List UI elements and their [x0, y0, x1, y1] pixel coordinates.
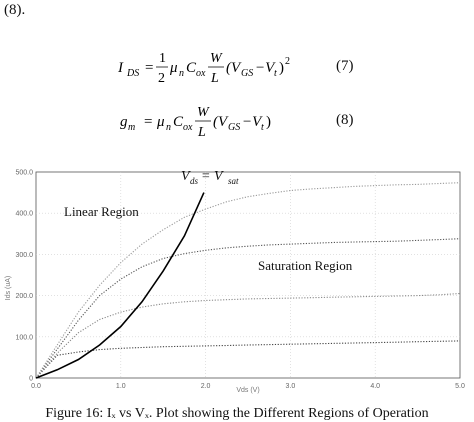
- series-lines: [35, 182, 461, 379]
- equation-7: I DS = 1 2 μ n C ox W L (V GS −V t ) 2 (…: [0, 40, 474, 90]
- reference-text: (8).: [4, 2, 26, 18]
- eq8-mu-sub: n: [166, 122, 171, 133]
- eq7-mu: μ: [169, 60, 178, 76]
- equation-7-formula: I DS = 1 2 μ n C ox W L (V GS −V t ) 2: [117, 51, 290, 86]
- boundary-label: V ds = V sat: [181, 169, 239, 186]
- eq8-cap-sub: ox: [183, 122, 193, 133]
- equation-8-number: (8): [336, 112, 354, 128]
- y-tick-label: 500.0: [15, 170, 33, 177]
- boundary-label-ds: ds: [190, 176, 199, 186]
- x-tick-label: 4.0: [370, 383, 380, 390]
- x-tick-label: 3.0: [286, 383, 296, 390]
- boundary-label-sat: sat: [228, 176, 239, 186]
- eq7-open: (V: [226, 60, 242, 76]
- vsat-boundary-line: [35, 192, 205, 379]
- figure-16: 0.0 1.0 2.0 3.0 4.0 5.0 0 100.0 200.0 300.0 400.0 5…: [0, 160, 474, 422]
- eq7-lhs: I: [117, 60, 124, 76]
- eq8-open: (V: [213, 114, 229, 130]
- x-tick-label: 0.0: [31, 383, 41, 390]
- eq8-vgs-sub: GS: [228, 122, 240, 133]
- iv-series-line-1: [35, 340, 461, 379]
- eq7-cap: C: [186, 60, 197, 76]
- x-tick-label: 2.0: [201, 383, 211, 390]
- eq8-mu: μ: [156, 114, 165, 130]
- saturation-region-label: Saturation Region: [258, 258, 353, 273]
- boundary-curve: [35, 192, 205, 379]
- grid: [36, 172, 460, 378]
- equation-8: g m = μ n C ox W L (V GS −V t ) (8): [0, 100, 474, 150]
- eq7-cap-sub: ox: [196, 68, 206, 79]
- eq8-cap: C: [173, 114, 184, 130]
- y-axis-label: Ids (uA): [5, 276, 12, 301]
- eq7-ratio-den: L: [210, 71, 219, 86]
- eq7-coef-num: 1: [159, 51, 166, 66]
- figure-caption: Figure 16: Iₓ vs Vₓ. Plot showing the Di…: [45, 406, 429, 421]
- eq7-lhs-sub: DS: [126, 68, 139, 79]
- iv-series-line-3: [35, 238, 461, 379]
- eq7-minus-vt: −V: [255, 60, 276, 76]
- x-axis-label: Vds (V): [236, 387, 259, 394]
- y-tick-label: 300.0: [15, 252, 33, 259]
- eq7-mu-sub: n: [179, 68, 184, 79]
- eq7-exponent: 2: [285, 56, 290, 67]
- iv-series-line-2: [35, 292, 461, 379]
- equation-8-formula: g m = μ n C ox W L (V GS −V t ): [120, 105, 271, 140]
- eq7-coef-den: 2: [158, 71, 165, 86]
- eq7-close: ): [279, 60, 284, 76]
- eq8-vt-sub: t: [261, 122, 264, 133]
- eq7-equals: =: [145, 60, 153, 76]
- eq7-ratio-num: W: [210, 51, 223, 66]
- eq8-equals: =: [144, 114, 152, 130]
- iv-series-line-4: [35, 182, 461, 379]
- eq8-ratio-den: L: [197, 125, 206, 140]
- boundary-label-eq: = V: [201, 169, 224, 184]
- eq8-lhs: g: [120, 114, 128, 130]
- y-tick-label: 400.0: [15, 211, 33, 218]
- iv-chart: 0.0 1.0 2.0 3.0 4.0 5.0 0 100.0 200.0 300.0 400.0 5…: [5, 169, 465, 394]
- eq8-ratio-num: W: [197, 105, 210, 120]
- equation-7-number: (7): [336, 58, 354, 74]
- eq8-minus-vt: −V: [242, 114, 263, 130]
- y-tick-label: 200.0: [15, 293, 33, 300]
- eq8-close: ): [266, 114, 271, 130]
- y-tick-label: 100.0: [15, 334, 33, 341]
- y-tick-label: 0: [29, 376, 33, 383]
- eq7-vt-sub: t: [274, 68, 277, 79]
- x-tick-label: 1.0: [116, 383, 126, 390]
- eq8-lhs-sub: m: [128, 122, 135, 133]
- plot-frame: [35, 171, 461, 379]
- linear-region-label: Linear Region: [64, 204, 139, 219]
- eq7-vgs-sub: GS: [241, 68, 253, 79]
- tick-labels: 0.0 1.0 2.0 3.0 4.0 5.0 0 100.0 200.0 300.0 400.0 5…: [15, 170, 465, 391]
- boundary-label-v: V: [181, 169, 191, 184]
- x-tick-label: 5.0: [455, 383, 465, 390]
